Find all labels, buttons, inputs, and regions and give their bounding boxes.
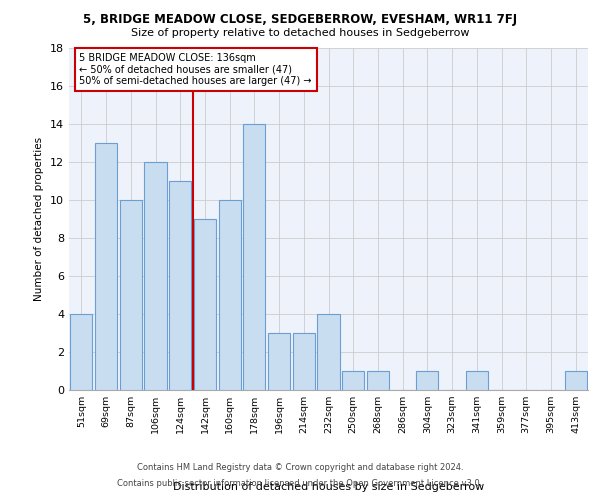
Bar: [293, 333, 315, 390]
Text: Contains public sector information licensed under the Open Government Licence v3: Contains public sector information licen…: [118, 478, 482, 488]
Bar: [218, 200, 241, 390]
X-axis label: Distribution of detached houses by size in Sedgeberrow: Distribution of detached houses by size …: [173, 482, 484, 492]
Text: Size of property relative to detached houses in Sedgeberrow: Size of property relative to detached ho…: [131, 28, 469, 38]
Y-axis label: Number of detached properties: Number of detached properties: [34, 136, 44, 301]
Text: 5 BRIDGE MEADOW CLOSE: 136sqm
← 50% of detached houses are smaller (47)
50% of s: 5 BRIDGE MEADOW CLOSE: 136sqm ← 50% of d…: [79, 52, 312, 86]
Bar: [119, 200, 142, 390]
Bar: [367, 371, 389, 390]
Bar: [194, 219, 216, 390]
Bar: [416, 371, 439, 390]
Bar: [342, 371, 364, 390]
Bar: [243, 124, 265, 390]
Text: 5, BRIDGE MEADOW CLOSE, SEDGEBERROW, EVESHAM, WR11 7FJ: 5, BRIDGE MEADOW CLOSE, SEDGEBERROW, EVE…: [83, 12, 517, 26]
Bar: [317, 314, 340, 390]
Bar: [169, 180, 191, 390]
Bar: [70, 314, 92, 390]
Bar: [95, 142, 117, 390]
Bar: [565, 371, 587, 390]
Bar: [466, 371, 488, 390]
Bar: [145, 162, 167, 390]
Bar: [268, 333, 290, 390]
Text: Contains HM Land Registry data © Crown copyright and database right 2024.: Contains HM Land Registry data © Crown c…: [137, 464, 463, 472]
